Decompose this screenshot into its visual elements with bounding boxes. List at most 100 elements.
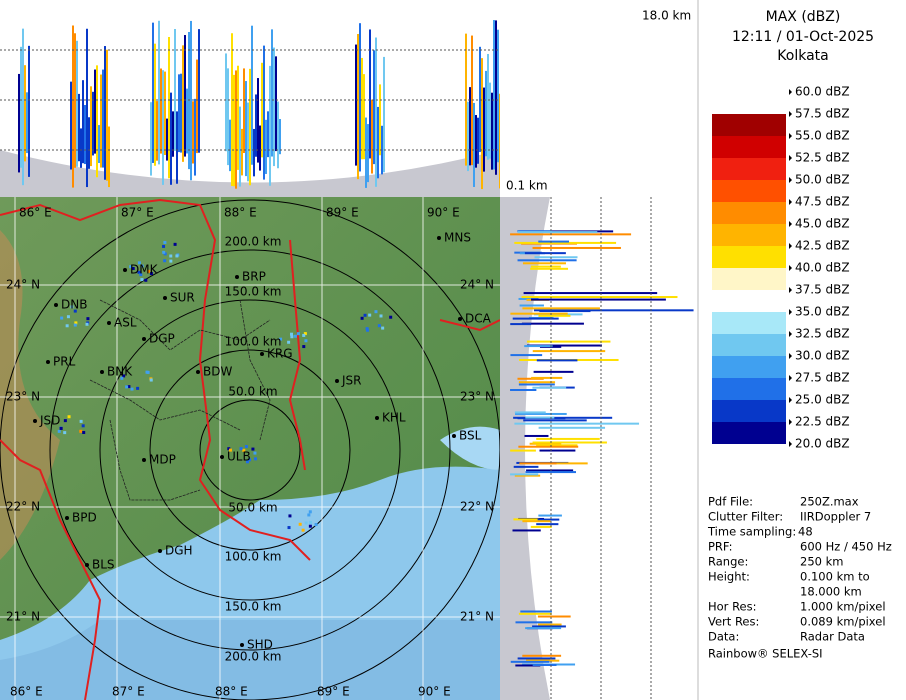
- echo: [248, 458, 252, 462]
- top-echo: [150, 102, 152, 176]
- legend-tick: [789, 265, 792, 271]
- side-echo: [525, 627, 562, 630]
- city-label: JSR: [341, 374, 362, 388]
- lat-label: 24° N: [460, 278, 494, 292]
- city-dot: [33, 419, 37, 423]
- legend-tick: [789, 419, 792, 425]
- info-value: 0.089 km/pixel: [800, 615, 886, 629]
- top-echo: [495, 20, 497, 175]
- echo: [162, 250, 166, 254]
- side-echo: [539, 310, 591, 313]
- info-table: Pdf File: 250Z.max Clutter Filter: IIRDoppl…: [707, 495, 892, 644]
- echo: [254, 457, 258, 461]
- lon-label: 89° E: [317, 685, 350, 699]
- top-echo: [80, 128, 82, 168]
- echo: [169, 259, 173, 263]
- legend-swatch: [712, 334, 786, 356]
- top-echo: [225, 53, 227, 152]
- city-dot: [375, 416, 379, 420]
- side-echo: [522, 262, 566, 265]
- top-echo: [160, 68, 162, 154]
- side-echo: [531, 298, 666, 301]
- top-echoes: [18, 20, 501, 190]
- side-echo: [529, 442, 562, 445]
- city-label: MNS: [444, 231, 471, 245]
- map: [0, 197, 500, 700]
- top-echo: [74, 33, 76, 168]
- top-echo: [371, 99, 373, 174]
- side-echo: [530, 265, 561, 268]
- echo: [175, 254, 179, 258]
- lon-label: 87° E: [121, 206, 154, 220]
- top-echo: [493, 20, 495, 170]
- top-echo: [261, 62, 263, 158]
- side-echo: [519, 304, 544, 307]
- ring-label: 200.0 km: [225, 650, 282, 664]
- top-echo: [90, 86, 92, 167]
- side-echo: [522, 520, 551, 523]
- side-echo: [530, 525, 552, 528]
- legend-tick: [789, 89, 792, 95]
- echo: [381, 326, 385, 330]
- echo: [137, 261, 141, 265]
- side-echo: [532, 625, 566, 628]
- top-echo: [485, 70, 487, 157]
- top-echo: [231, 33, 233, 186]
- legend-label: 50.0 dBZ: [795, 173, 850, 187]
- echo: [129, 265, 133, 269]
- top-echo: [104, 46, 106, 180]
- side-echo: [515, 412, 567, 415]
- top-echo: [363, 74, 365, 160]
- echo: [293, 334, 297, 338]
- side-echo: [517, 657, 556, 660]
- top-echo: [198, 29, 200, 153]
- echo: [307, 513, 311, 517]
- ring-label: 150.0 km: [225, 600, 282, 614]
- city-label: ASL: [114, 316, 137, 330]
- info-key: Range:: [708, 555, 748, 569]
- echo: [66, 315, 70, 319]
- side-echo: [538, 514, 562, 517]
- top-echo: [257, 78, 259, 163]
- top-echo: [184, 35, 186, 157]
- echo: [130, 387, 134, 391]
- legend-tick: [789, 199, 792, 205]
- top-echo: [176, 111, 178, 184]
- city-label: ULB: [227, 450, 251, 464]
- top-echo: [194, 98, 196, 176]
- legend-tick: [789, 243, 792, 249]
- city-dot: [142, 337, 146, 341]
- city-dot: [65, 516, 69, 520]
- top-height-lines: [0, 49, 500, 151]
- echo: [377, 324, 381, 328]
- city-label: BDW: [203, 365, 232, 379]
- city-dot: [196, 370, 200, 374]
- city-label: DNB: [61, 298, 87, 312]
- side-echo: [510, 233, 632, 236]
- echo: [374, 310, 378, 314]
- echo: [228, 448, 232, 452]
- legend-swatch: [712, 422, 786, 444]
- legend-label: 35.0 dBZ: [795, 305, 850, 319]
- echo: [301, 528, 305, 532]
- top-echo: [479, 46, 481, 153]
- echo: [120, 376, 124, 380]
- top-echo: [96, 65, 98, 178]
- info-key: Time sampling:: [707, 525, 796, 539]
- top-echo: [164, 71, 166, 156]
- echo: [67, 415, 71, 419]
- city-label: BNK: [107, 365, 133, 379]
- side-echo: [510, 354, 543, 357]
- top-echo: [178, 74, 180, 153]
- echo: [251, 447, 255, 451]
- info-key: Clutter Filter:: [708, 510, 783, 524]
- side-echo: [533, 309, 694, 312]
- top-echo: [192, 101, 194, 164]
- echo: [244, 445, 248, 449]
- top-echo: [377, 106, 379, 179]
- top-echo: [473, 102, 475, 187]
- echo: [298, 522, 302, 526]
- top-echo: [279, 119, 281, 155]
- echo: [287, 340, 291, 344]
- echo: [144, 278, 148, 282]
